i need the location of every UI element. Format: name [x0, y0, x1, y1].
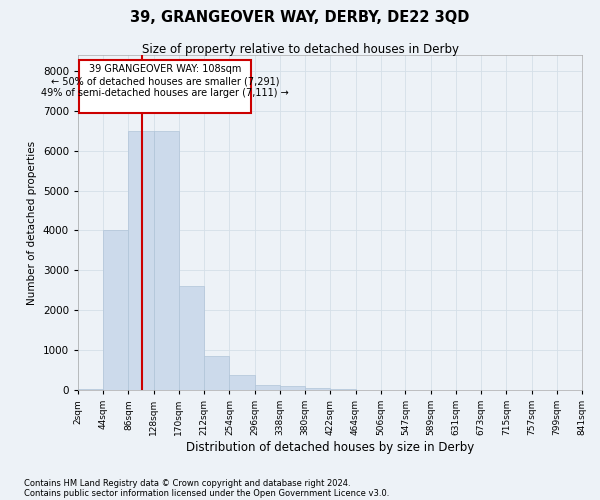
- Bar: [280, 386, 305, 390]
- FancyBboxPatch shape: [79, 60, 251, 113]
- Bar: [254, 385, 280, 390]
- Bar: [204, 356, 229, 390]
- Text: 39 GRANGEOVER WAY: 108sqm: 39 GRANGEOVER WAY: 108sqm: [89, 64, 241, 74]
- Bar: [103, 230, 128, 390]
- Text: Size of property relative to detached houses in Derby: Size of property relative to detached ho…: [142, 42, 458, 56]
- Bar: [154, 131, 179, 390]
- Bar: [128, 131, 154, 390]
- Bar: [305, 388, 331, 390]
- Text: 39, GRANGEOVER WAY, DERBY, DE22 3QD: 39, GRANGEOVER WAY, DERBY, DE22 3QD: [130, 10, 470, 25]
- Text: ← 50% of detached houses are smaller (7,291): ← 50% of detached houses are smaller (7,…: [51, 76, 280, 86]
- Text: Contains HM Land Registry data © Crown copyright and database right 2024.: Contains HM Land Registry data © Crown c…: [24, 478, 350, 488]
- Bar: [179, 286, 204, 390]
- Text: Contains public sector information licensed under the Open Government Licence v3: Contains public sector information licen…: [24, 488, 389, 498]
- Text: 49% of semi-detached houses are larger (7,111) →: 49% of semi-detached houses are larger (…: [41, 88, 289, 99]
- X-axis label: Distribution of detached houses by size in Derby: Distribution of detached houses by size …: [186, 441, 474, 454]
- Bar: [229, 375, 254, 390]
- Y-axis label: Number of detached properties: Number of detached properties: [27, 140, 37, 304]
- Bar: [78, 389, 103, 390]
